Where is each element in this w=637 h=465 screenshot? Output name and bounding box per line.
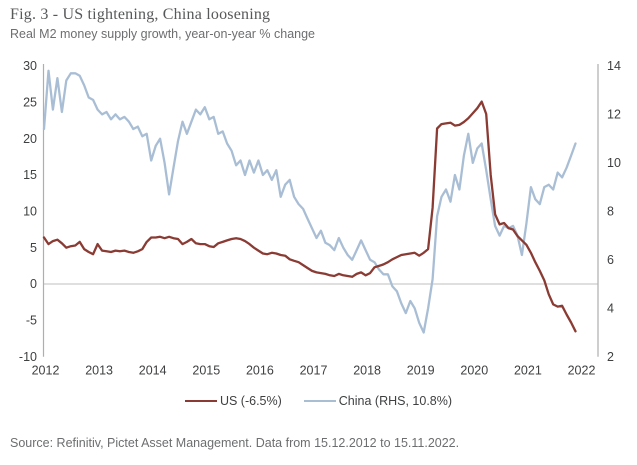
x-axis-tick-label: 2013 — [85, 364, 113, 378]
right-axis-tick-label: 2 — [607, 350, 614, 364]
right-axis-tick-label: 14 — [607, 59, 621, 73]
left-axis-tick-label: 25 — [23, 96, 37, 110]
right-axis-tick-label: 8 — [607, 205, 614, 219]
legend-label-us: US (-6.5%) — [219, 394, 282, 408]
us-line — [42, 100, 577, 333]
left-axis-tick-label: 15 — [23, 168, 37, 182]
x-axis-tick-label: 2017 — [300, 364, 328, 378]
x-axis-tick-label: 2015 — [192, 364, 220, 378]
left-axis-tick-label: 20 — [23, 132, 37, 146]
legend-item-china: China (RHS, 10.8%) — [303, 394, 453, 408]
left-axis-tick-label: 5 — [30, 241, 37, 255]
right-axis-tick-label: 10 — [607, 156, 621, 170]
china-line-swatch — [303, 400, 336, 402]
x-axis-tick-label: 2022 — [568, 364, 596, 378]
x-axis-tick-label: 2020 — [460, 364, 488, 378]
x-axis-tick-label: 2018 — [353, 364, 381, 378]
legend-label-china: China (RHS, 10.8%) — [338, 394, 453, 408]
x-axis-tick-label: 2019 — [407, 364, 435, 378]
figure-subtitle: Real M2 money supply growth, year-on-yea… — [10, 27, 316, 41]
x-axis-tick-label: 2014 — [139, 364, 167, 378]
chart-legend: US (-6.5%) China (RHS, 10.8%) — [0, 394, 637, 408]
legend-item-us: US (-6.5%) — [184, 394, 282, 408]
right-axis-tick-label: 12 — [607, 108, 621, 122]
left-axis-tick-label: 10 — [23, 205, 37, 219]
x-axis-tick-label: 2016 — [246, 364, 274, 378]
china-line — [42, 69, 577, 334]
right-axis-tick-label: 4 — [607, 301, 614, 315]
source-note: Source: Refinitiv, Pictet Asset Manageme… — [10, 436, 460, 450]
x-axis-tick-label: 2021 — [514, 364, 542, 378]
left-axis-tick-label: 0 — [30, 277, 37, 291]
us-line-swatch — [184, 400, 217, 402]
figure-title: Fig. 3 - US tightening, China loosening — [10, 6, 271, 23]
x-axis-tick-label: 2012 — [32, 364, 60, 378]
right-axis-tick-label: 6 — [607, 253, 614, 267]
left-axis-tick-label: -5 — [26, 314, 37, 328]
left-axis-tick-label: -10 — [19, 350, 37, 364]
left-axis-tick-label: 30 — [23, 59, 37, 73]
